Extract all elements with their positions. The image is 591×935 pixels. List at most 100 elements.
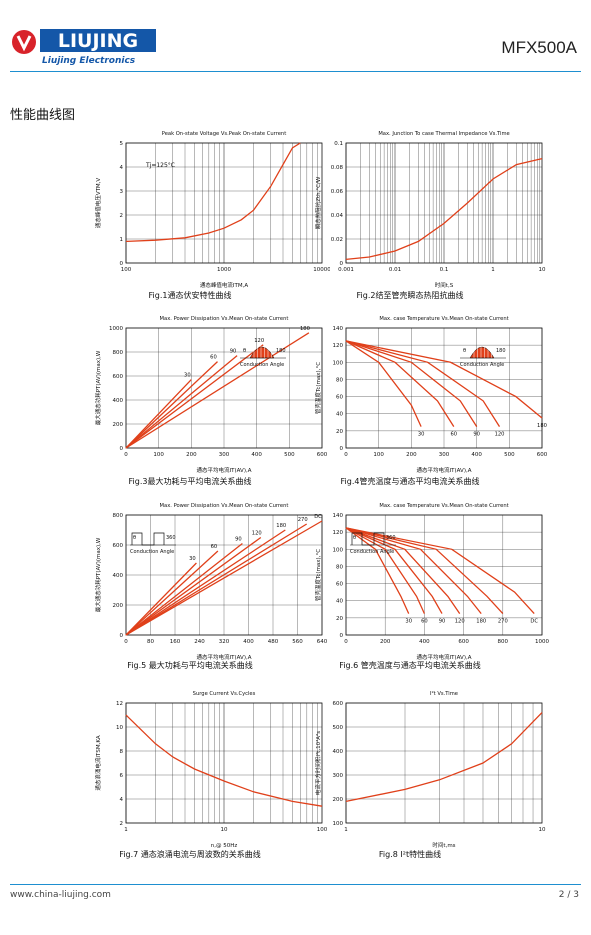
y-axis-label: 最大通态功耗PT(AV)(max),W bbox=[94, 537, 102, 612]
legend-period: 360 bbox=[386, 535, 396, 541]
y-tick-label: 800 bbox=[113, 513, 124, 519]
x-tick-label: 0.01 bbox=[389, 267, 401, 273]
chart-fig1: Peak On-state Voltage Vs.Peak On-state C… bbox=[90, 125, 331, 295]
y-tick-label: 40 bbox=[336, 412, 343, 418]
y-tick-label: 1 bbox=[120, 237, 124, 243]
x-tick-label: 0 bbox=[124, 452, 128, 458]
plot-frame bbox=[125, 514, 323, 636]
x-tick-label: 0 bbox=[344, 639, 348, 645]
series-line bbox=[125, 379, 192, 449]
y-tick-label: 0 bbox=[120, 446, 124, 452]
curve-label: 120 bbox=[252, 531, 262, 537]
series-line bbox=[345, 340, 478, 427]
y-tick-label: 0.06 bbox=[331, 189, 344, 195]
y-axis-label: 管壳温度Tc(max),°C bbox=[314, 362, 322, 414]
y-tick-label: 100 bbox=[333, 821, 344, 827]
y-tick-label: 20 bbox=[336, 429, 343, 435]
caption-fig4: Fig.4管壳温度与通态平均电流关系曲线 bbox=[340, 477, 480, 486]
chart-fig7: Surge Current Vs.Cycles 1 10 100 2 4 6 8 10 12 n,@… bbox=[90, 685, 330, 855]
x-tick-label: 10 bbox=[539, 267, 546, 273]
y-tick-label: 5 bbox=[120, 141, 124, 147]
chart-svg: Surge Current Vs.Cycles 1 10 100 2 4 6 8 10 12 n,@… bbox=[94, 691, 328, 849]
x-axis-label: 通态平均电流IT(AV),A bbox=[197, 466, 252, 474]
y-tick-label: 500 bbox=[333, 725, 344, 731]
y-tick-label: 120 bbox=[333, 530, 344, 536]
y-axis-label: 电流平方时间积I²t,10³A²s bbox=[314, 731, 322, 795]
series-line bbox=[125, 529, 286, 636]
y-tick-label: 10 bbox=[116, 725, 123, 731]
x-tick-label: 240 bbox=[194, 639, 205, 645]
chart-svg: Max. Power Dissipation Vs.Mean On-state … bbox=[94, 503, 328, 661]
x-tick-label: 0 bbox=[344, 452, 348, 458]
x-tick-label: 1000 bbox=[217, 267, 231, 273]
series-line bbox=[345, 340, 455, 427]
logo-text: LIUJING bbox=[58, 30, 138, 52]
y-axis-label: 最大通态功耗PT(AV)(max),W bbox=[94, 350, 102, 425]
x-tick-label: 10000 bbox=[313, 267, 330, 273]
y-tick-label: 140 bbox=[333, 513, 344, 519]
series-line bbox=[345, 527, 443, 614]
chart-title: Surge Current Vs.Cycles bbox=[193, 691, 256, 697]
x-tick-label: 400 bbox=[471, 452, 482, 458]
conduction-angle-legend: θ 360 Conduction Angle bbox=[350, 532, 396, 555]
x-tick-label: 400 bbox=[243, 639, 254, 645]
caption-fig7: Fig.7 通态浪涌电流与周波数的关系曲线 bbox=[119, 850, 261, 859]
y-tick-label: 100 bbox=[333, 547, 344, 553]
series-line bbox=[345, 527, 461, 614]
footer-url[interactable]: www.china-liujing.com bbox=[10, 890, 111, 900]
series-line bbox=[125, 714, 323, 807]
y-tick-label: 80 bbox=[336, 377, 343, 383]
curve-label: 270 bbox=[498, 619, 508, 625]
x-tick-label: 0.1 bbox=[440, 267, 449, 273]
curve-label: 180 bbox=[537, 423, 547, 429]
curve-label: DC bbox=[530, 619, 538, 625]
chart-fig6: Max. case Temperature Vs.Mean On-state C… bbox=[310, 497, 550, 667]
caption-fig6: Fig.6 管壳温度与通态平均电流关系曲线 bbox=[339, 661, 481, 670]
x-tick-label: 1000 bbox=[535, 639, 549, 645]
y-tick-label: 140 bbox=[333, 326, 344, 332]
y-tick-label: 0.02 bbox=[331, 237, 343, 243]
y-tick-label: 20 bbox=[336, 616, 343, 622]
x-tick-label: 200 bbox=[380, 639, 391, 645]
x-tick-label: 100 bbox=[317, 827, 328, 833]
x-tick-label: 100 bbox=[153, 452, 164, 458]
legend-period: 180 bbox=[496, 348, 506, 354]
curve-label: 30 bbox=[418, 432, 425, 438]
conduction-angle-legend: θ 180 Conduction Angle bbox=[240, 346, 286, 368]
series-line bbox=[345, 340, 501, 427]
y-tick-label: 40 bbox=[336, 599, 343, 605]
curve-label: 60 bbox=[210, 355, 217, 361]
series-line bbox=[345, 527, 535, 615]
curve-label: 90 bbox=[439, 619, 446, 625]
chart-svg: I²t Vs.Time 1 10 100 200 300 400 500 600 时间t,ms 电流… bbox=[314, 691, 546, 849]
curve-label: 120 bbox=[455, 619, 465, 625]
series-line bbox=[125, 142, 301, 243]
curve-label: 180 bbox=[300, 326, 310, 332]
series-line bbox=[125, 332, 310, 449]
plot-frame bbox=[125, 702, 323, 824]
conduction-angle-legend: θ 360 Conduction Angle bbox=[130, 532, 176, 555]
series-line bbox=[345, 527, 425, 614]
x-tick-label: 500 bbox=[284, 452, 295, 458]
x-tick-label: 0 bbox=[124, 639, 128, 645]
plot-frame bbox=[345, 142, 543, 264]
chart-svg: Max. case Temperature Vs.Mean On-state C… bbox=[314, 503, 549, 661]
x-tick-label: 480 bbox=[268, 639, 279, 645]
x-tick-label: 200 bbox=[406, 452, 417, 458]
y-tick-label: 4 bbox=[120, 797, 124, 803]
y-tick-label: 12 bbox=[116, 701, 123, 707]
x-tick-label: 200 bbox=[186, 452, 197, 458]
plot-frame bbox=[125, 327, 323, 449]
curve-label: 90 bbox=[235, 537, 242, 543]
y-tick-label: 400 bbox=[333, 749, 344, 755]
series-line bbox=[125, 550, 219, 636]
caption-fig2: Fig.2结至管壳瞬态热阻抗曲线 bbox=[356, 291, 464, 300]
curve-label: 60 bbox=[450, 432, 457, 438]
y-tick-label: 6 bbox=[120, 773, 124, 779]
x-tick-label: 0.001 bbox=[338, 267, 354, 273]
y-tick-label: 120 bbox=[333, 343, 344, 349]
model-number: MFX500A bbox=[501, 38, 577, 57]
curve-label: 60 bbox=[211, 544, 218, 550]
curve-label: 30 bbox=[405, 619, 412, 625]
series-line bbox=[345, 712, 543, 803]
